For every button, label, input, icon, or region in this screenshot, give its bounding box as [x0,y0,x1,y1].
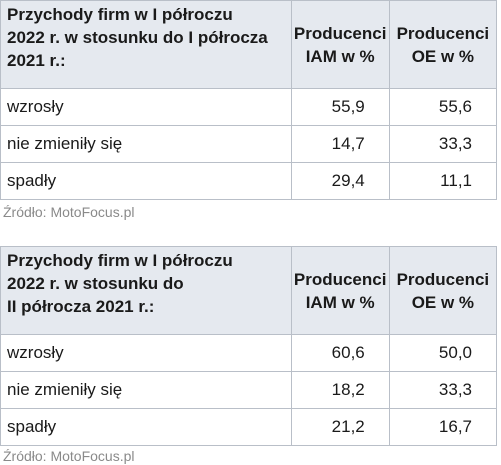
row-label: nie zmieniły się [0,125,292,163]
table-row: nie zmieniły się 14,7 33,3 [0,125,498,163]
table-row: wzrosły 55,9 55,6 [0,88,498,126]
table-1: Przychody firm w I półroczu 2022 r. w st… [0,0,498,200]
header-cell-iam: Producenci IAM w % [290,0,390,89]
table-row: wzrosły 60,6 50,0 [0,334,498,372]
header-cell-oe: Producenci OE w % [388,0,498,89]
header-line: OE w % [411,292,475,312]
oe-value: 33,3 [388,125,498,163]
iam-value: 14,7 [290,125,390,163]
header-line: Przychody firm w I półroczu [7,251,233,270]
header-line: IAM w % [305,292,375,312]
header-line: IAM w % [305,46,375,66]
row-label: spadły [0,162,292,200]
oe-value: 55,6 [388,88,498,126]
table-2: Przychody firm w I półroczu 2022 r. w st… [0,246,498,446]
header-cell-oe: Producenci OE w % [388,246,498,335]
row-label: nie zmieniły się [0,371,292,409]
row-label: wzrosły [0,88,292,126]
table-header-row: Przychody firm w I półroczu 2022 r. w st… [0,0,498,89]
row-label: wzrosły [0,334,292,372]
table-row: spadły 21,2 16,7 [0,408,498,446]
table-header-row: Przychody firm w I półroczu 2022 r. w st… [0,246,498,335]
header-line: Producenci [293,23,387,43]
oe-value: 11,1 [388,162,498,200]
header-line: Producenci [396,23,490,43]
table-row: spadły 29,4 11,1 [0,162,498,200]
oe-value: 50,0 [388,334,498,372]
oe-value: 33,3 [388,371,498,409]
iam-value: 21,2 [290,408,390,446]
header-cell-period: Przychody firm w I półroczu 2022 r. w st… [0,0,292,89]
oe-value: 16,7 [388,408,498,446]
header-cell-iam: Producenci IAM w % [290,246,390,335]
header-line: Przychody firm w I półroczu [7,5,233,24]
table-row: nie zmieniły się 18,2 33,3 [0,371,498,409]
source-note: Źródło: MotoFocus.pl [3,204,135,220]
iam-value: 29,4 [290,162,390,200]
header-line: Producenci [293,269,387,289]
header-line: 2021 r.: [7,51,66,70]
iam-value: 18,2 [290,371,390,409]
iam-value: 55,9 [290,88,390,126]
header-line: II półrocza 2021 r.: [7,297,155,316]
header-line: Producenci [396,269,490,289]
header-cell-period: Przychody firm w I półroczu 2022 r. w st… [0,246,292,335]
header-line: OE w % [411,46,475,66]
iam-value: 60,6 [290,334,390,372]
source-note: Źródło: MotoFocus.pl [3,448,135,464]
header-line: 2022 r. w stosunku do I półrocza [7,28,268,47]
row-label: spadły [0,408,292,446]
header-line: 2022 r. w stosunku do [7,274,184,293]
